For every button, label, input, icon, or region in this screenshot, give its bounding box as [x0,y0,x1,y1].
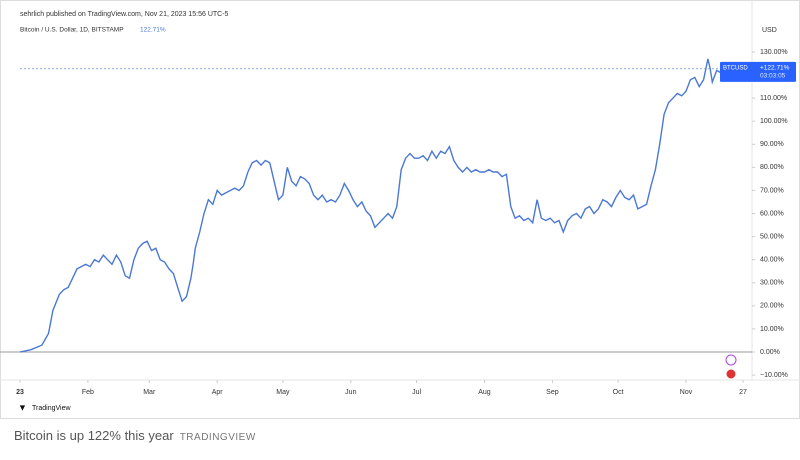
y-tick-label: 130.00% [760,49,788,56]
y-tick-label: 80.00% [760,164,784,171]
y-tick-label: 50.00% [760,233,784,240]
svg-text:▼: ▼ [18,402,27,412]
y-tick-label: 100.00% [760,118,788,125]
event-icon [725,354,737,366]
y-tick-label: 10.00% [760,326,784,333]
x-tick-label: Sep [546,389,559,396]
tag-name: BTCUSD [723,65,748,71]
y-tick-label: 110.00% [760,95,787,102]
flag-icon [725,368,737,380]
x-tick-label: Feb [82,389,94,396]
chart-title: Bitcoin / U.S. Dollar, 1D, BITSTAMP [20,27,124,34]
publisher: sehrlich published on TradingView.com, N… [20,11,229,18]
x-tick-label: Jul [412,389,421,396]
x-tick-label: 27 [739,389,747,396]
y-tick-label: 70.00% [760,187,784,194]
last-price-tag [720,61,796,82]
x-tick-label: 23 [16,389,24,396]
x-tick-label: Mar [143,389,156,396]
caption-source: TRADINGVIEW [179,432,256,443]
legend-value: 122.71% [140,27,166,34]
x-tick-label: Jun [345,389,356,396]
tag-value: +122.71% [760,65,790,72]
y-tick-label: 40.00% [760,257,784,264]
x-tick-label: Aug [478,389,491,396]
tag-countdown: 03:03:05 [760,73,786,80]
axis-unit: USD [762,27,777,34]
y-tick-label: 20.00% [760,303,784,310]
panel [0,0,800,419]
y-tick-label: 30.00% [760,280,784,287]
logo-text: TradingView [32,405,71,412]
x-tick-label: Oct [613,389,624,396]
y-tick-label: 0.00% [760,349,780,356]
caption-text: Bitcoin is up 122% this year [14,428,174,443]
price-line [19,58,735,353]
logo: ▼ TradingView [18,402,71,412]
y-tick-label: 60.00% [760,210,784,217]
chart: sehrlich published on TradingView.com, N… [0,0,800,419]
x-tick-label: Nov [680,389,693,396]
y-tick-label: 90.00% [760,141,784,148]
x-tick-label: Apr [212,389,224,396]
caption: Bitcoin is up 122% this year TRADINGVIEW [14,428,256,443]
y-tick-label: −10.00% [760,372,788,379]
x-tick-label: May [276,389,290,396]
